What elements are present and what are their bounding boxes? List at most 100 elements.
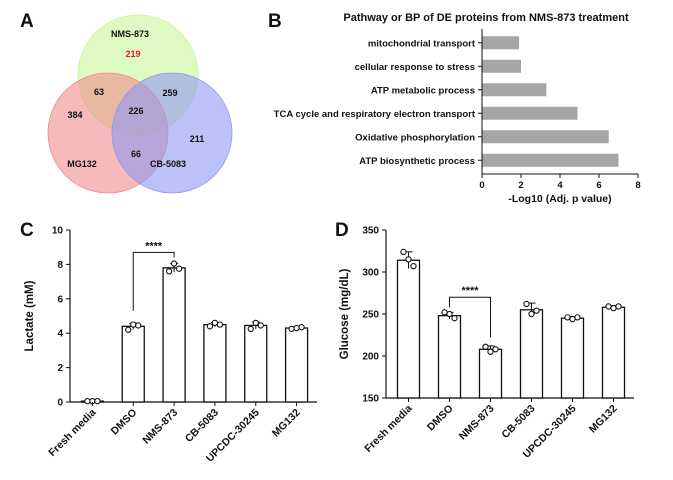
y-axis-label-d: Glucose (mg/dL) bbox=[339, 268, 351, 359]
data-point-d-cb-5083-2 bbox=[529, 311, 534, 316]
data-point-c-upcdc-30245-2 bbox=[253, 320, 258, 325]
x-tick-label-d-mg132: MG132 bbox=[587, 403, 620, 436]
venn-count-nms-873-mg132-cb-5083: 226 bbox=[128, 106, 143, 116]
bar-cellular-response-to-stress bbox=[482, 60, 521, 73]
bar-d-mg132 bbox=[603, 307, 625, 398]
x-tick-label-c-dmso: DMSO bbox=[109, 407, 140, 438]
x-tick-label-c-fresh-media: Fresh media bbox=[46, 407, 98, 459]
bar-d-dmso bbox=[439, 316, 461, 398]
bar-c-nms-873 bbox=[163, 268, 185, 402]
pathway-bar-chart: Pathway or BP of DE proteins from NMS-87… bbox=[274, 12, 641, 205]
data-point-c-upcdc-30245-3 bbox=[258, 323, 263, 328]
venn-set-label-mg132: MG132 bbox=[67, 159, 97, 169]
x-tick-label-d-cb-5083: CB-5083 bbox=[499, 403, 537, 441]
data-point-d-dmso-2 bbox=[447, 311, 452, 316]
data-point-c-mg132-1 bbox=[289, 326, 294, 331]
panel-letter-a: A bbox=[20, 11, 34, 32]
x-tick-label-b-2: 2 bbox=[518, 180, 523, 191]
data-point-c-upcdc-30245-1 bbox=[248, 326, 253, 331]
y-axis-label-c: Lactate (mM) bbox=[24, 280, 36, 351]
category-label-oxidative-phosphorylation: Oxidative phosphorylation bbox=[355, 132, 475, 143]
data-point-c-dmso-1 bbox=[126, 327, 131, 332]
data-point-c-mg132-3 bbox=[299, 325, 304, 330]
venn-diagram: NMS-873 MG132 CB-5083 219 384 211 63 259 66 226 bbox=[48, 15, 232, 193]
x-tick-label-b-4: 4 bbox=[557, 180, 563, 191]
data-point-c-cb-5083-3 bbox=[217, 322, 222, 327]
y-tick-label-d-200: 200 bbox=[362, 352, 379, 363]
bar-tca-cycle-and-respiratory-electron-transport bbox=[482, 107, 578, 120]
y-tick-label-c-0: 0 bbox=[57, 398, 63, 409]
panel-letter-b: B bbox=[268, 11, 282, 32]
category-label-atp-biosynthetic-process: ATP biosynthetic process bbox=[359, 156, 475, 167]
venn-count-mg132-cb-5083: 66 bbox=[131, 149, 141, 159]
data-point-d-dmso-3 bbox=[452, 316, 457, 321]
data-point-c-cb-5083-2 bbox=[212, 320, 217, 325]
bar-atp-biosynthetic-process bbox=[482, 154, 619, 167]
bar-d-cb-5083 bbox=[521, 310, 543, 398]
y-tick-label-c-6: 6 bbox=[57, 294, 63, 305]
data-point-c-nms-873-2 bbox=[171, 261, 176, 266]
data-point-d-dmso-1 bbox=[442, 310, 447, 315]
venn-count-nms-873-cb-5083: 259 bbox=[162, 88, 177, 98]
chart-title-b: Pathway or BP of DE proteins from NMS-87… bbox=[343, 12, 629, 24]
bar-d-upcdc-30245 bbox=[562, 318, 584, 398]
bar-c-upcdc-30245 bbox=[245, 325, 267, 402]
data-point-d-fresh-media-3 bbox=[411, 264, 416, 269]
y-tick-label-c-2: 2 bbox=[57, 363, 63, 374]
bar-d-nms-873 bbox=[480, 349, 502, 398]
data-point-d-mg132-3 bbox=[616, 304, 621, 309]
data-point-d-cb-5083-3 bbox=[534, 308, 539, 313]
x-tick-label-b-6: 6 bbox=[596, 180, 601, 191]
bar-d-fresh-media bbox=[398, 260, 420, 398]
data-point-c-fresh-media-1 bbox=[85, 399, 90, 404]
category-label-mitochondrial-transport: mitochondrial transport bbox=[368, 38, 476, 49]
category-label-atp-metabolic-process: ATP metabolic process bbox=[371, 85, 475, 96]
y-tick-label-c-10: 10 bbox=[52, 226, 64, 237]
data-point-d-fresh-media-1 bbox=[401, 249, 406, 254]
y-tick-label-d-250: 250 bbox=[362, 310, 379, 321]
y-tick-label-c-8: 8 bbox=[57, 260, 63, 271]
x-tick-label-c-nms-873: NMS-873 bbox=[140, 407, 180, 447]
significance-label-c: **** bbox=[145, 240, 163, 252]
x-tick-label-d-dmso: DMSO bbox=[425, 403, 456, 434]
data-point-d-upcdc-30245-1 bbox=[565, 315, 570, 320]
x-tick-label-c-cb-5083: CB-5083 bbox=[183, 407, 221, 445]
glucose-bar-chart: 150 200 250 300 350 Glucose (mg/dL) Fresh medi… bbox=[339, 226, 634, 461]
data-point-d-fresh-media-2 bbox=[406, 257, 411, 262]
data-point-d-nms-873-3 bbox=[493, 347, 498, 352]
y-tick-label-c-4: 4 bbox=[57, 329, 63, 340]
data-point-d-nms-873-2 bbox=[488, 349, 493, 354]
venn-count-nms-873-mg132: 63 bbox=[94, 87, 104, 97]
bar-atp-metabolic-process bbox=[482, 83, 546, 96]
x-tick-label-d-nms-873: NMS-873 bbox=[457, 403, 497, 443]
data-point-d-nms-873-1 bbox=[483, 344, 488, 349]
bar-oxidative-phosphorylation bbox=[482, 130, 609, 143]
x-tick-label-b-8: 8 bbox=[635, 180, 640, 191]
bar-c-mg132 bbox=[286, 328, 308, 402]
lactate-bar-chart: 0 2 4 6 8 10 Lactate (mM) Fresh media DMSO NMS-87… bbox=[24, 226, 317, 465]
category-label-cellular-response-to-stress: cellular response to stress bbox=[355, 62, 475, 73]
data-point-d-mg132-2 bbox=[611, 306, 616, 311]
venn-count-cb-5083: 211 bbox=[190, 134, 205, 144]
y-tick-label-d-300: 300 bbox=[362, 268, 379, 279]
data-point-c-fresh-media-3 bbox=[95, 399, 100, 404]
y-tick-label-d-350: 350 bbox=[362, 226, 379, 237]
venn-set-label-cb-5083: CB-5083 bbox=[150, 159, 186, 169]
data-point-d-upcdc-30245-2 bbox=[570, 316, 575, 321]
data-point-c-mg132-2 bbox=[294, 325, 299, 330]
data-point-c-nms-873-3 bbox=[176, 266, 181, 271]
x-tick-label-b-0: 0 bbox=[479, 180, 484, 191]
y-tick-label-d-150: 150 bbox=[362, 394, 379, 405]
data-point-c-dmso-2 bbox=[131, 322, 136, 327]
venn-count-nms-873: 219 bbox=[125, 49, 140, 59]
bar-c-cb-5083 bbox=[204, 325, 226, 402]
panel-letter-c: C bbox=[20, 220, 34, 241]
data-point-c-nms-873-1 bbox=[166, 269, 171, 274]
venn-count-mg132: 384 bbox=[67, 110, 82, 120]
category-label-tca-cycle-and-respiratory-electron-transport: TCA cycle and respiratory electron trans… bbox=[274, 109, 476, 120]
bar-mitochondrial-transport bbox=[482, 36, 519, 49]
data-point-d-cb-5083-1 bbox=[524, 301, 529, 306]
bar-c-dmso bbox=[122, 326, 144, 402]
x-tick-label-d-fresh-media: Fresh media bbox=[362, 403, 414, 455]
